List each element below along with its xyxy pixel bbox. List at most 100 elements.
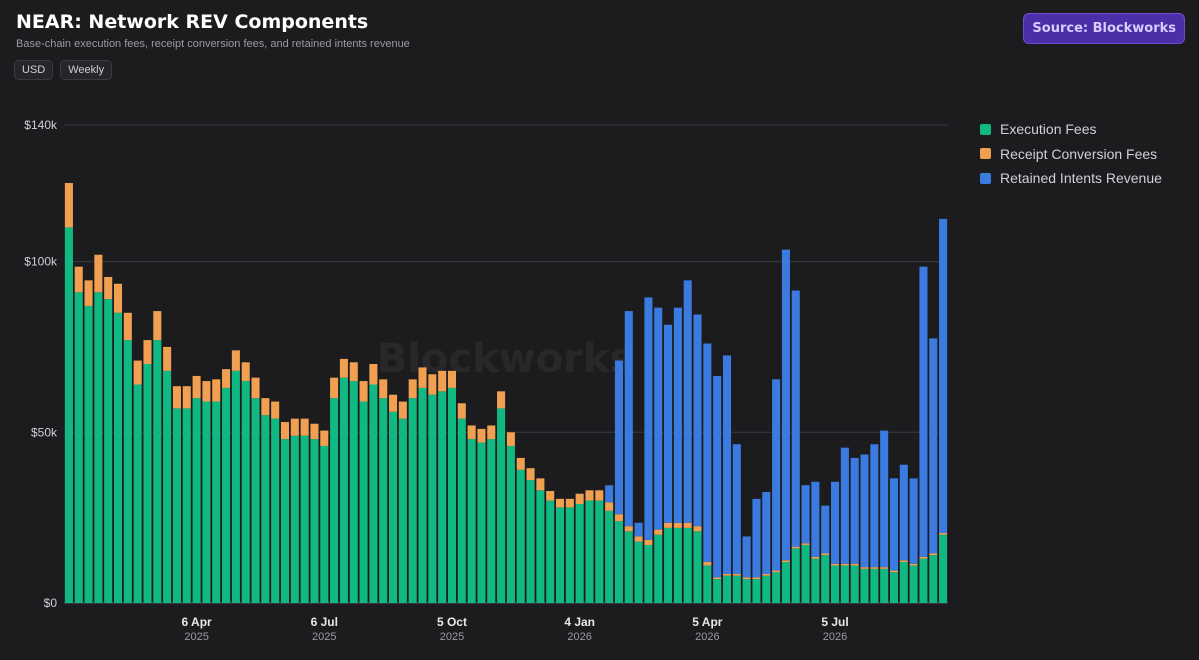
bar-segment-execution[interactable]	[939, 534, 948, 603]
bar-segment-execution[interactable]	[280, 439, 290, 603]
bar-segment-intents[interactable]	[880, 430, 889, 568]
bar-segment-intents[interactable]	[939, 218, 948, 533]
bar-segment-receipt[interactable]	[506, 432, 515, 446]
bar-segment-intents[interactable]	[860, 454, 869, 568]
bar-segment-receipt[interactable]	[457, 403, 466, 419]
bar-segment-receipt[interactable]	[713, 577, 722, 580]
bar-segment-execution[interactable]	[654, 534, 663, 603]
bar-segment-execution[interactable]	[909, 565, 918, 603]
bar-segment-execution[interactable]	[506, 445, 515, 603]
bar-segment-receipt[interactable]	[349, 362, 358, 382]
bar-segment-receipt[interactable]	[546, 491, 555, 501]
legend-item-receipt[interactable]: Receipt Conversion Fees	[980, 142, 1162, 167]
bar-segment-execution[interactable]	[290, 435, 299, 603]
bar-segment-execution[interactable]	[497, 408, 506, 603]
bar-segment-intents[interactable]	[654, 307, 663, 530]
bar-segment-receipt[interactable]	[104, 276, 113, 300]
bar-segment-receipt[interactable]	[428, 374, 437, 395]
bar-segment-execution[interactable]	[251, 398, 260, 603]
bar-segment-execution[interactable]	[182, 408, 191, 603]
bar-segment-execution[interactable]	[114, 312, 123, 603]
bar-segment-execution[interactable]	[889, 572, 898, 603]
bar-segment-intents[interactable]	[909, 478, 918, 564]
bar-segment-execution[interactable]	[74, 292, 83, 603]
bar-segment-receipt[interactable]	[860, 567, 869, 569]
bar-segment-receipt[interactable]	[241, 362, 250, 382]
bar-segment-execution[interactable]	[536, 490, 545, 603]
bar-segment-execution[interactable]	[526, 480, 535, 603]
bar-segment-receipt[interactable]	[939, 533, 948, 535]
bar-segment-receipt[interactable]	[781, 560, 790, 563]
bar-segment-execution[interactable]	[624, 531, 633, 603]
bar-segment-receipt[interactable]	[673, 522, 682, 528]
bar-segment-execution[interactable]	[772, 572, 781, 603]
bar-segment-receipt[interactable]	[143, 340, 152, 364]
bar-segment-receipt[interactable]	[310, 423, 319, 440]
bar-segment-execution[interactable]	[801, 544, 810, 603]
bar-segment-receipt[interactable]	[664, 522, 673, 528]
bar-segment-execution[interactable]	[840, 565, 849, 603]
bar-segment-execution[interactable]	[683, 527, 692, 603]
bar-segment-receipt[interactable]	[487, 425, 496, 440]
bar-segment-execution[interactable]	[172, 408, 181, 603]
bar-segment-receipt[interactable]	[772, 570, 781, 573]
bar-segment-execution[interactable]	[349, 381, 358, 603]
bar-segment-execution[interactable]	[752, 579, 761, 603]
bar-segment-execution[interactable]	[418, 387, 427, 603]
bar-segment-execution[interactable]	[231, 370, 240, 603]
bar-segment-receipt[interactable]	[752, 577, 761, 580]
bar-segment-execution[interactable]	[811, 558, 820, 603]
bar-segment-intents[interactable]	[781, 249, 790, 561]
bar-segment-intents[interactable]	[605, 485, 614, 503]
bar-segment-execution[interactable]	[202, 401, 211, 603]
bar-segment-intents[interactable]	[683, 280, 692, 523]
currency-pill[interactable]: USD	[14, 60, 54, 80]
bar-segment-execution[interactable]	[408, 398, 417, 603]
bar-segment-intents[interactable]	[831, 481, 840, 564]
bar-segment-intents[interactable]	[722, 355, 732, 574]
bar-segment-execution[interactable]	[722, 575, 732, 603]
bar-segment-receipt[interactable]	[526, 468, 535, 481]
bar-segment-receipt[interactable]	[212, 379, 221, 402]
bar-segment-intents[interactable]	[614, 360, 623, 515]
bar-segment-execution[interactable]	[271, 418, 280, 603]
bar-segment-receipt[interactable]	[536, 478, 545, 491]
bar-segment-execution[interactable]	[575, 503, 584, 603]
bar-segment-receipt[interactable]	[791, 546, 800, 549]
bar-segment-receipt[interactable]	[271, 401, 280, 419]
bar-segment-receipt[interactable]	[94, 254, 103, 293]
bar-segment-receipt[interactable]	[605, 502, 614, 511]
legend-item-execution[interactable]: Execution Fees	[980, 117, 1162, 142]
bar-segment-intents[interactable]	[624, 311, 633, 527]
bar-segment-intents[interactable]	[840, 447, 849, 564]
bar-segment-execution[interactable]	[673, 527, 682, 603]
bar-segment-receipt[interactable]	[929, 553, 938, 556]
bar-segment-receipt[interactable]	[732, 573, 741, 576]
bar-segment-execution[interactable]	[241, 381, 250, 603]
bar-segment-receipt[interactable]	[634, 536, 643, 542]
bar-segment-execution[interactable]	[516, 469, 525, 603]
bar-segment-execution[interactable]	[467, 439, 476, 603]
bar-segment-execution[interactable]	[703, 565, 712, 603]
bar-segment-receipt[interactable]	[811, 556, 820, 559]
bar-segment-execution[interactable]	[222, 387, 231, 603]
bar-segment-receipt[interactable]	[801, 543, 810, 545]
bar-segment-execution[interactable]	[428, 394, 437, 603]
bar-segment-receipt[interactable]	[280, 422, 290, 440]
interval-pill[interactable]: Weekly	[60, 60, 113, 80]
bar-segment-receipt[interactable]	[163, 346, 172, 371]
bar-segment-receipt[interactable]	[192, 375, 201, 399]
bar-segment-execution[interactable]	[163, 370, 172, 603]
bar-segment-execution[interactable]	[634, 541, 643, 603]
bar-segment-receipt[interactable]	[114, 283, 123, 313]
bar-segment-execution[interactable]	[732, 575, 741, 603]
bar-segment-receipt[interactable]	[202, 381, 211, 402]
bar-segment-execution[interactable]	[123, 340, 132, 603]
bar-segment-receipt[interactable]	[84, 280, 93, 306]
bar-segment-execution[interactable]	[762, 575, 771, 603]
bar-segment-execution[interactable]	[860, 568, 869, 603]
bar-segment-intents[interactable]	[870, 444, 879, 568]
bar-segment-execution[interactable]	[614, 521, 623, 603]
bar-segment-receipt[interactable]	[153, 311, 162, 341]
bar-segment-receipt[interactable]	[290, 418, 299, 436]
